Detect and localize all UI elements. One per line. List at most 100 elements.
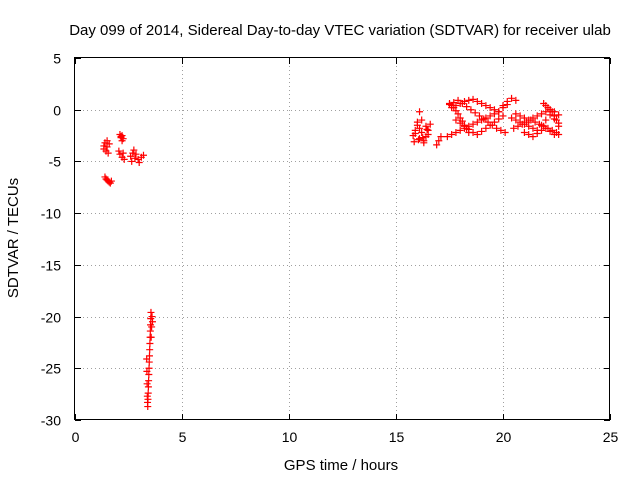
data-point [103,143,111,151]
data-point [529,114,537,122]
data-point [516,118,524,126]
data-point [529,124,537,132]
data-point [452,102,460,110]
data-point [516,112,524,120]
data-point [460,97,468,105]
data-point [433,141,441,149]
data-point [503,97,511,105]
data-point [531,118,539,126]
data-point [486,112,494,120]
data-point [525,122,533,130]
data-point [555,111,563,119]
data-point [486,104,494,112]
y-tick-label: 5 [53,51,61,67]
y-tick-label: -30 [41,413,61,429]
x-tick-label: 20 [496,429,512,445]
data-point [495,108,503,116]
y-tick-label: -25 [41,361,61,377]
y-tick-label: -5 [49,154,62,170]
data-point [411,130,419,138]
y-tick-label: -20 [41,310,61,326]
data-point [422,122,430,130]
data-point [478,100,486,108]
data-point [542,124,550,132]
data-point [135,158,143,166]
data-point [533,112,541,120]
data-point [469,120,477,128]
data-point [143,367,151,375]
x-tick-label: 10 [282,429,298,445]
data-point [452,128,460,136]
data-point [416,108,424,116]
data-point [119,149,127,157]
data-point [469,95,477,103]
data-point [147,308,155,316]
data-point [426,120,434,128]
axis-ticks [75,58,611,421]
data-point [148,318,156,326]
data-point [139,151,147,159]
data-point [482,124,490,132]
plot-frame [74,57,610,420]
data-point [129,149,137,157]
data-point [465,96,473,104]
data-point [478,127,486,135]
data-point [416,135,424,143]
y-tick-label: -15 [41,258,61,274]
data-point [146,327,154,335]
data-point [493,124,501,132]
data-point [480,115,488,123]
data-point [144,389,152,397]
data-point [120,155,128,163]
data-point [525,116,533,124]
data-point [131,154,139,162]
data-point [542,116,550,124]
data-point [132,150,140,158]
y-tick-label: 0 [53,103,61,119]
y-tick-label: -10 [41,206,61,222]
data-point [512,96,520,104]
data-point [512,116,520,124]
data-point [550,112,558,120]
data-point [148,323,156,331]
data-point [546,127,554,135]
data-point [147,333,155,341]
data-point [424,131,432,139]
data-point [146,339,154,347]
data-point [538,110,546,118]
data-point [448,131,456,139]
data-point [452,116,460,124]
data-point [486,121,494,129]
data-point [144,398,152,406]
data-point [514,122,522,130]
chart-title: Day 099 of 2014, Sidereal Day-to-day VTE… [69,22,611,39]
data-point [418,128,426,136]
data-point [538,121,546,129]
y-axis-tick-labels: 5 0 -5 -10 -15 -20 -25 -30 [41,51,61,429]
data-point [104,149,112,157]
data-point [128,157,136,165]
data-point [542,108,550,116]
data-series [100,94,563,411]
data-point [456,100,464,108]
x-tick-label: 0 [72,429,80,445]
data-point [467,106,475,114]
data-point [456,126,464,134]
data-point [463,103,471,111]
data-point [553,116,560,124]
data-point [448,104,456,112]
data-point [499,102,507,110]
data-point [508,114,516,122]
data-point [555,122,563,130]
data-point [471,109,479,117]
data-point [482,102,490,110]
data-point [465,125,473,133]
x-axis-tick-labels: 0 5 10 15 20 25 [72,429,619,445]
data-point [143,355,151,363]
data-point [130,146,138,154]
data-point [469,128,477,136]
data-point [143,392,151,400]
x-tick-label: 5 [179,429,187,445]
data-point [443,133,451,141]
